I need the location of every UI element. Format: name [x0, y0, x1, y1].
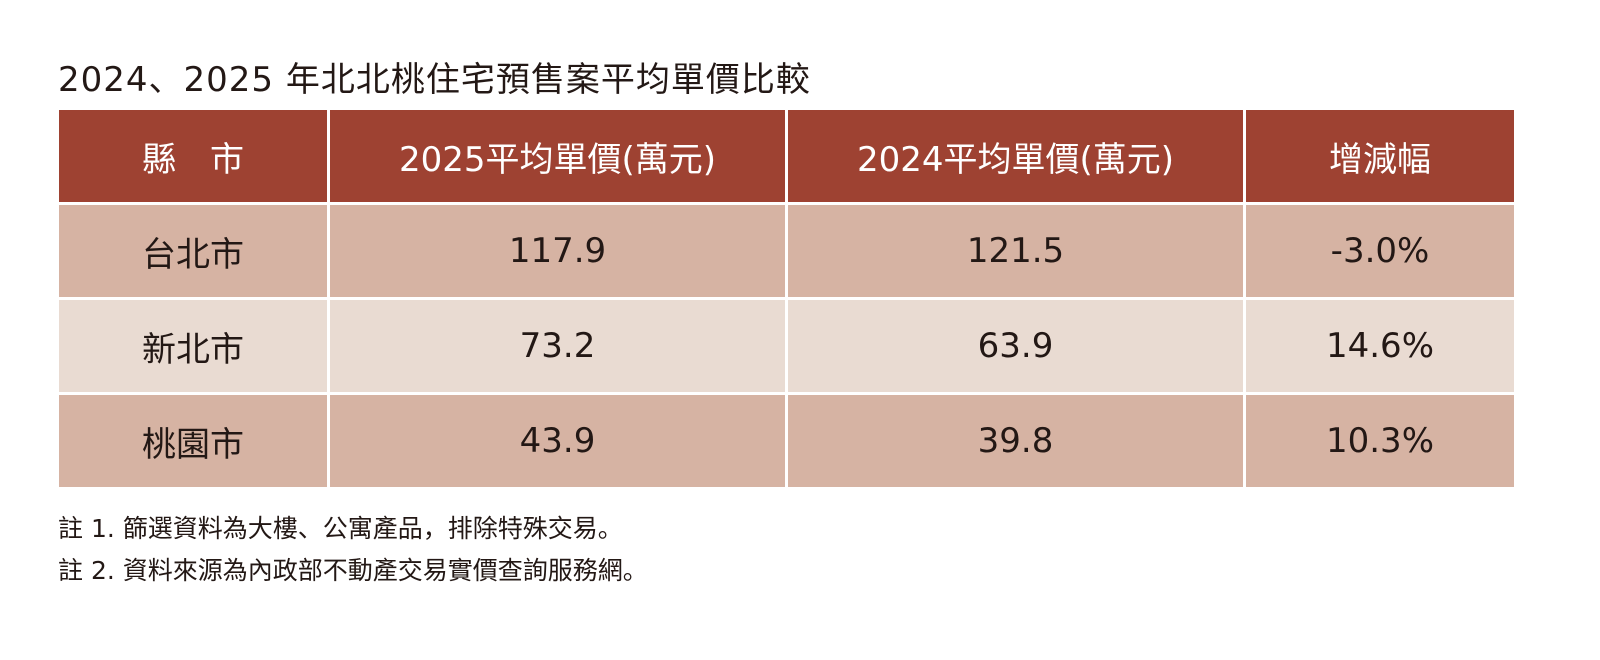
header-change: 增減幅	[1243, 107, 1517, 205]
cell-city: 台北市	[56, 202, 330, 300]
note-2: 註 2. 資料來源為內政部不動產交易實價查詢服務網。	[58, 556, 648, 585]
price-table: 縣 市 2025平均單價(萬元) 2024平均單價(萬元) 增減幅 台北市 11…	[56, 107, 1517, 490]
cell-2025: 73.2	[327, 297, 788, 395]
cell-2025: 117.9	[327, 202, 788, 300]
cell-2024: 121.5	[785, 202, 1246, 300]
table-row: 台北市 117.9 121.5 -3.0%	[56, 202, 1517, 300]
cell-change: 14.6%	[1243, 297, 1517, 395]
note-1: 註 1. 篩選資料為大樓、公寓產品，排除特殊交易。	[58, 514, 623, 543]
cell-2024: 39.8	[785, 392, 1246, 490]
header-2025: 2025平均單價(萬元)	[327, 107, 788, 205]
table-title: 2024、2025 年北北桃住宅預售案平均單價比較	[58, 60, 811, 100]
cell-change: 10.3%	[1243, 392, 1517, 490]
cell-2025: 43.9	[327, 392, 788, 490]
table-row: 新北市 73.2 63.9 14.6%	[56, 297, 1517, 395]
cell-city: 桃園市	[56, 392, 330, 490]
header-2024: 2024平均單價(萬元)	[785, 107, 1246, 205]
cell-city: 新北市	[56, 297, 330, 395]
table-row: 桃園市 43.9 39.8 10.3%	[56, 392, 1517, 490]
cell-change: -3.0%	[1243, 202, 1517, 300]
cell-2024: 63.9	[785, 297, 1246, 395]
header-row: 縣 市 2025平均單價(萬元) 2024平均單價(萬元) 增減幅	[56, 107, 1517, 205]
header-city: 縣 市	[56, 107, 330, 205]
notes: 註 1. 篩選資料為大樓、公寓產品，排除特殊交易。 註 2. 資料來源為內政部不…	[58, 508, 648, 592]
